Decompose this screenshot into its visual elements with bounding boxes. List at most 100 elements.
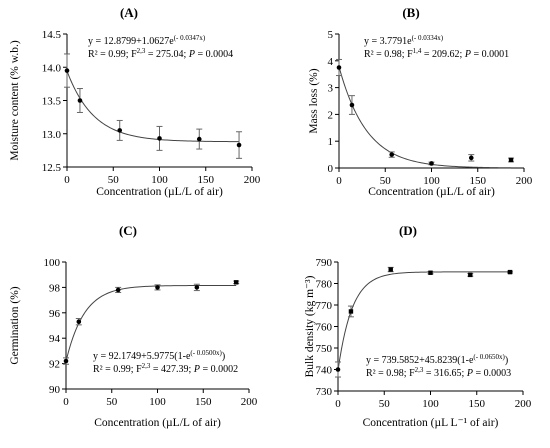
f-df: 1,4	[413, 47, 422, 55]
chart-panel-1: (A) 12.5 13.0 13.5 14.0 14.5 0 50 100 150 200 Conce…	[9, 5, 261, 198]
data-point	[348, 309, 354, 314]
panel-label: (C)	[119, 223, 137, 238]
equation-close: )	[505, 355, 508, 366]
x-tick-label: 0	[63, 396, 69, 408]
y-tick-label: 730	[316, 386, 333, 398]
p-value: = 0.0004	[195, 49, 233, 60]
y-tick-label: 12.5	[42, 162, 62, 174]
data-point	[468, 155, 474, 161]
x-tick-label: 0	[64, 174, 70, 186]
y-tick-label: 750	[316, 343, 333, 355]
chart-panel-4: (D) 730 740 750 760 770 780 790 0 50 100 150 200 Conc…	[304, 223, 532, 429]
y-axis-title: Germination (%)	[9, 286, 21, 364]
y-tick-label: 740	[316, 365, 333, 377]
p-symbol: P	[193, 364, 200, 375]
y-tick-label: 0	[328, 163, 334, 175]
equation-main: y = 3.7791e	[364, 36, 412, 47]
y-tick-label: 13.5	[42, 96, 62, 108]
data-point	[115, 287, 121, 293]
y-tick-label: 5	[328, 29, 334, 41]
equation-exponent: (- 0.0334x)	[412, 34, 444, 42]
y-tick-label: 96	[49, 308, 61, 320]
y-tick-label: 13.0	[42, 129, 62, 141]
r2-text: R² = 0.99; F	[88, 49, 137, 60]
equation-main: y = 92.1749+5.9775(1-e	[93, 351, 191, 362]
data-point	[336, 65, 342, 70]
data-point	[508, 157, 514, 163]
data-point	[389, 152, 395, 157]
data-point	[388, 267, 393, 272]
fit-statistics: R² = 0.98; F2,3 = 316.65; P = 0.0003	[366, 366, 511, 379]
data-point	[196, 136, 202, 142]
panel-label: (A)	[120, 5, 138, 20]
y-tick-label: 780	[316, 279, 333, 291]
r2-text: R² = 0.98; F	[364, 49, 413, 60]
r2-text: R² = 0.99; F	[93, 364, 142, 375]
p-symbol: P	[464, 49, 471, 60]
data-point	[349, 102, 355, 108]
data-point	[157, 136, 162, 141]
panel-label: (D)	[399, 223, 417, 238]
p-value: = 0.0003	[473, 368, 511, 379]
x-tick-label: 50	[106, 396, 118, 408]
x-axis-title: Concentration (µL/L of air)	[94, 417, 221, 429]
f-value: = 275.04;	[145, 49, 188, 60]
f-value: = 427.39;	[150, 364, 193, 375]
fit-curve	[65, 284, 237, 362]
p-symbol: P	[466, 368, 473, 379]
y-tick-label: 100	[44, 257, 61, 269]
y-tick-label: 760	[316, 322, 333, 334]
x-axis-title: Concentration (µL/L of air)	[96, 186, 223, 198]
y-axis-title: Moisture content (% w.b.)	[9, 40, 21, 160]
data-point	[117, 128, 123, 133]
x-tick-label: 200	[516, 175, 533, 187]
y-tick-label: 98	[49, 282, 61, 294]
r2-text: R² = 0.98; F	[366, 368, 415, 379]
x-tick-label: 200	[241, 396, 258, 408]
panel-label: (B)	[402, 5, 419, 20]
x-tick-label: 50	[380, 175, 392, 187]
y-tick-label: 3	[328, 83, 334, 95]
p-value: = 0.0002	[200, 364, 238, 375]
y-tick-label: 4	[328, 56, 334, 68]
x-tick-label: 150	[195, 396, 212, 408]
equation-exponent: (- 0.0650x)	[473, 353, 505, 361]
f-value: = 316.65;	[423, 368, 466, 379]
x-tick-label: 100	[151, 174, 168, 186]
equation-exponent: (- 0.0347x)	[174, 34, 206, 42]
x-tick-label: 100	[149, 396, 166, 408]
data-point	[76, 319, 82, 324]
x-tick-label: 150	[469, 398, 486, 410]
fit-equation: y = 92.1749+5.9775(1-e(- 0.0500x))	[93, 349, 225, 362]
data-point	[335, 367, 341, 372]
fit-curve	[66, 70, 240, 143]
data-point	[236, 142, 242, 148]
x-tick-label: 200	[515, 398, 532, 410]
x-tick-label: 0	[335, 398, 341, 410]
chart-panel-3: (C) 90 92 94 96 98 100 0 50 100 150 200 Concentratio…	[9, 223, 258, 429]
y-tick-label: 770	[316, 300, 333, 312]
y-tick-label: 94	[49, 333, 61, 345]
f-df: 2,3	[142, 362, 151, 370]
y-tick-label: 92	[49, 359, 60, 371]
data-point	[428, 270, 433, 275]
data-point	[468, 272, 473, 278]
x-tick-label: 50	[108, 174, 120, 186]
f-df: 2,3	[137, 47, 146, 55]
x-tick-label: 100	[423, 175, 440, 187]
y-tick-label: 14.0	[42, 62, 62, 74]
fit-curve	[337, 271, 511, 371]
fit-statistics: R² = 0.99; F2,3 = 275.04; P = 0.0004	[88, 47, 233, 60]
f-df: 2,3	[415, 366, 424, 374]
data-point	[155, 285, 160, 290]
equation-main: y = 739.5852+45.8239(1-e	[366, 355, 474, 366]
data-point	[64, 68, 70, 73]
p-value: = 0.0001	[471, 49, 509, 60]
data-point	[429, 161, 434, 166]
data-point	[233, 280, 239, 285]
fit-equation: y = 739.5852+45.8239(1-e(- 0.0650x))	[366, 353, 508, 366]
x-axis-title: Concentration (µL L⁻¹ of air)	[363, 417, 499, 429]
data-point	[77, 98, 83, 103]
